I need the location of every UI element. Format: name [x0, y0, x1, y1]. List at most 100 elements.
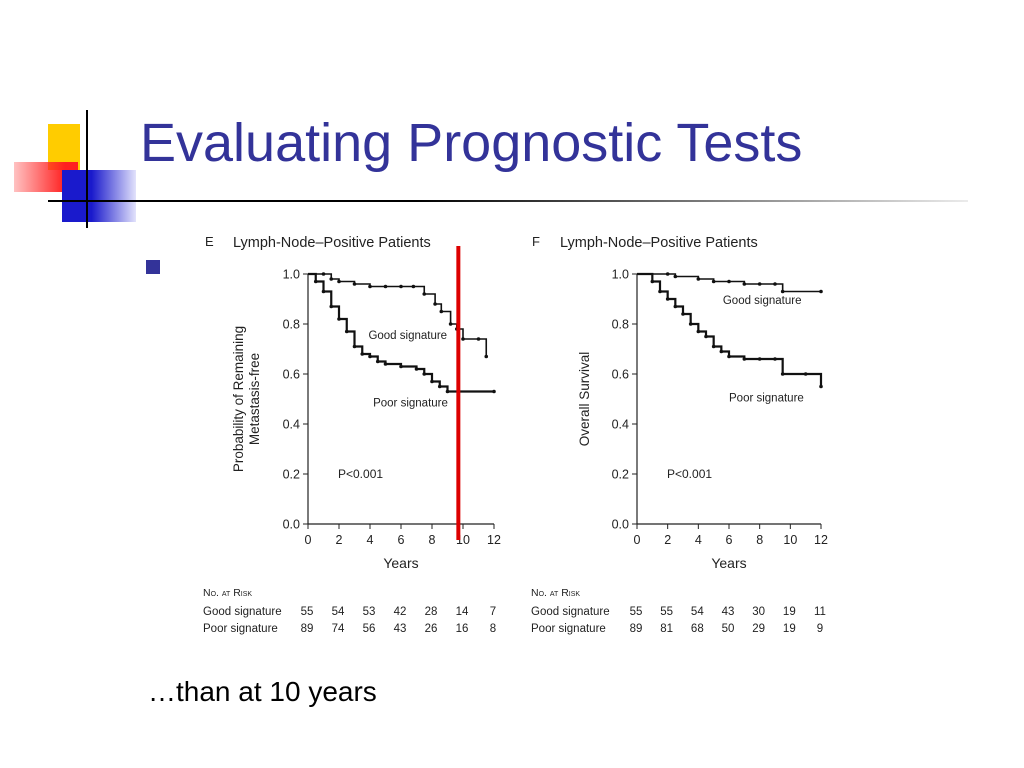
- panel-f-censor-mark: [673, 274, 678, 279]
- panel-e-at-risk-value: 74: [332, 623, 345, 635]
- panel-e-at-risk-row-label: Good signature: [203, 606, 282, 618]
- panel-e-censor-mark: [383, 284, 388, 289]
- panel-e-at-risk-value: 55: [301, 606, 314, 618]
- panel-e-censor-mark: [461, 337, 465, 341]
- panel-e-at-risk-value: 14: [456, 606, 469, 618]
- panel-e-at-risk-value: 26: [425, 623, 438, 635]
- panel-f-title: Lymph-Node–Positive Patients: [560, 235, 758, 251]
- panel-f-censor-mark: [665, 272, 670, 276]
- panel-f-at-risk-value: 55: [660, 606, 673, 618]
- panel-e-censor-mark: [352, 282, 357, 286]
- panel-e-y-axis-label: Probability of RemainingMetastasis-free: [231, 326, 262, 472]
- panel-e-censor-mark: [329, 304, 334, 309]
- panel-f-x-tick-label: 0: [634, 533, 641, 547]
- panel-f-censor-mark: [673, 304, 678, 309]
- panel-e-y-tick-label: 1.0: [283, 268, 300, 282]
- panel-e-censor-mark: [368, 284, 372, 289]
- panel-e-p-value: P<0.001: [338, 467, 383, 481]
- panel-e-x-tick-label: 6: [398, 533, 405, 547]
- panel-e-censor-mark: [492, 389, 496, 394]
- panel-f-censor-mark: [773, 357, 777, 361]
- panel-f-censor-mark: [681, 312, 685, 316]
- panel-e-censor-mark: [411, 284, 416, 289]
- panel-e-at-risk-value: 53: [363, 606, 376, 618]
- panel-f-at-risk-value: 30: [752, 606, 765, 618]
- panel-f-censor-mark: [742, 357, 747, 361]
- panel-e-censor-mark: [383, 362, 388, 366]
- bullet-marker: [146, 260, 160, 274]
- panel-e-at-risk-value: 54: [332, 606, 345, 618]
- panel-e-at-risk-value: 56: [363, 623, 376, 635]
- panel-f-censor-mark: [742, 282, 747, 286]
- kaplan-meier-figure: E Lymph-Node–Positive Patients 0.0 0.2 0.4 0.…: [203, 234, 828, 635]
- panel-e-censor-mark: [344, 329, 349, 334]
- panel-e-censor-mark: [329, 277, 334, 281]
- panel-f-censor-mark: [658, 289, 662, 294]
- bottom-caption: …than at 10 years: [148, 676, 377, 707]
- panel-f-x-tick-label: 4: [695, 533, 702, 547]
- panel-e-censor-mark: [430, 379, 434, 384]
- panel-e-censor-mark: [484, 354, 489, 359]
- panel-f-censor-mark: [819, 289, 823, 294]
- panel-f-y-tick-label: 0.8: [612, 318, 629, 332]
- panel-f-p-value: P<0.001: [667, 467, 712, 481]
- panel-f-censor-mark: [819, 384, 823, 389]
- panel-e-censor-mark: [445, 389, 450, 394]
- panel-f-censor-mark: [650, 279, 655, 284]
- panel-f-at-risk-value: 55: [630, 606, 643, 618]
- panel-f-censor-mark: [696, 329, 701, 334]
- decor-blue-block: [62, 170, 136, 222]
- panel-f-at-risk-value: 50: [722, 623, 735, 635]
- panel-f-y-tick-label: 0.6: [612, 368, 629, 382]
- panel-e-at-risk-value: 89: [301, 623, 314, 635]
- panel-e-y-tick-label: 0.6: [283, 368, 300, 382]
- panel-e-x-tick-label: 0: [305, 533, 312, 547]
- panel-f-censor-mark: [711, 279, 716, 284]
- panel-e-series-label-poor: Poor signature: [373, 398, 448, 410]
- panel-e-censor-mark: [422, 372, 427, 376]
- panel-f-x-tick-label: 8: [756, 533, 763, 547]
- panel-f-at-risk-header: No. at Risk: [531, 587, 580, 599]
- slide-title: Evaluating Prognostic Tests: [140, 113, 803, 173]
- panel-e-y-tick-label: 0.8: [283, 318, 300, 332]
- panel-e-y-tick-label: 0.0: [283, 518, 300, 532]
- panel-f-at-risk-value: 9: [817, 623, 823, 635]
- panel-f-at-risk-value: 43: [722, 606, 735, 618]
- panel-e-censor-mark: [375, 359, 380, 364]
- panel-f-x-axis-label: Years: [711, 555, 746, 571]
- panel-f-series-label-poor: Poor signature: [729, 393, 804, 405]
- panel-f-censor-mark: [688, 322, 693, 326]
- panel-f-y-tick-label: 0.4: [612, 418, 629, 432]
- panel-f-censor-mark: [780, 289, 785, 294]
- panel-e-title: Lymph-Node–Positive Patients: [233, 235, 431, 251]
- panel-e-censor-mark: [399, 364, 403, 369]
- panel-f-censor-mark: [727, 279, 731, 284]
- panel-e-censor-mark: [399, 284, 403, 289]
- panel-f-censor-mark: [727, 354, 731, 359]
- panel-e-at-risk-value: 28: [425, 606, 438, 618]
- panel-f-x-tick-label: 12: [814, 533, 828, 547]
- panel-e-x-tick-label: 8: [429, 533, 436, 547]
- panel-f-at-risk-value: 11: [814, 606, 826, 618]
- panel-e-at-risk-header: No. at Risk: [203, 587, 252, 599]
- panel-e-censor-mark: [433, 302, 437, 306]
- panel-f-censor-mark: [773, 282, 777, 286]
- panel-f-y-tick-label: 0.0: [612, 518, 629, 532]
- panel-f-series-label-good: Good signature: [723, 295, 802, 307]
- panel-e-at-risk-value: 16: [456, 623, 469, 635]
- panel-e-censor-mark: [414, 367, 419, 371]
- panel-f-censor-mark: [780, 372, 785, 376]
- panel-e-censor-mark: [422, 292, 427, 296]
- decor-vertical-line: [86, 110, 88, 228]
- panel-f-censor-mark: [665, 297, 670, 301]
- panel-e-y-tick-label: 0.2: [283, 468, 300, 482]
- panel-f-at-risk-value: 19: [783, 623, 796, 635]
- panel-e-curve-poor: [308, 272, 494, 393]
- panel-e-censor-mark: [337, 279, 341, 284]
- panel-f-at-risk-value: 89: [630, 623, 643, 635]
- panel-f-at-risk-value: 29: [752, 623, 765, 635]
- panel-f-censor-mark: [696, 277, 701, 281]
- panel-f-at-risk-value: 19: [783, 606, 796, 618]
- panel-f-censor-mark: [757, 282, 762, 286]
- panel-e-letter: E: [205, 234, 214, 249]
